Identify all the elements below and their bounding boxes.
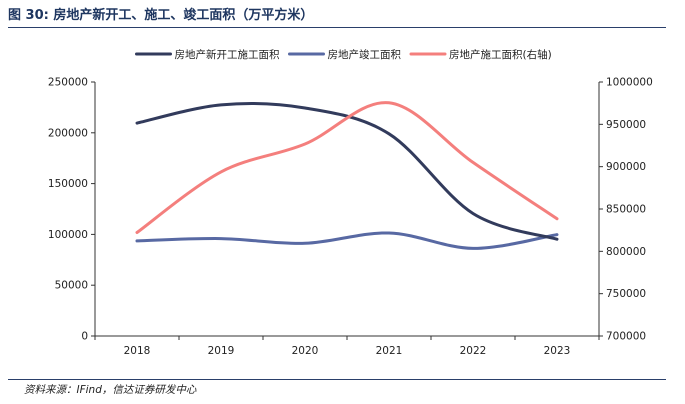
series-1-point xyxy=(472,212,475,215)
series-3-point xyxy=(556,217,559,220)
x-tick-label: 2018 xyxy=(124,345,151,357)
y2-tick-label: 700000 xyxy=(606,331,646,343)
y-tick-label: 150000 xyxy=(48,178,88,190)
series-line-3 xyxy=(135,101,559,234)
x-tick-label: 2019 xyxy=(208,345,235,357)
y2-tick-label: 850000 xyxy=(606,204,646,216)
series-1-point xyxy=(388,132,391,135)
series-1-point xyxy=(304,107,307,110)
y2-tick-label: 1000000 xyxy=(606,77,653,89)
x-tick-label: 2022 xyxy=(460,345,487,357)
series-3-point xyxy=(304,142,307,145)
source-rule xyxy=(8,379,666,380)
series-2-point xyxy=(556,233,559,236)
y-tick-label: 100000 xyxy=(48,229,88,241)
y2-tick-label: 900000 xyxy=(606,161,646,173)
series-1-point xyxy=(220,103,223,106)
series-1-point xyxy=(136,122,139,125)
series-line-1 xyxy=(135,101,559,241)
y2-tick-label: 750000 xyxy=(606,288,646,300)
x-tick-label: 2023 xyxy=(544,345,571,357)
series-3-point xyxy=(472,161,475,164)
source-note: 资料来源：IFind，信达证券研发中心 xyxy=(24,384,197,396)
series-2-point xyxy=(388,231,391,234)
series-2-point xyxy=(136,239,139,242)
x-tick-label: 2020 xyxy=(292,345,319,357)
series-3-point xyxy=(220,170,223,173)
legend-label: 房地产施工面积(右轴) xyxy=(449,48,552,61)
title-rule xyxy=(8,27,666,28)
y2-tick-label: 800000 xyxy=(606,246,646,258)
y2-tick-label: 950000 xyxy=(606,119,646,131)
series-2-point xyxy=(472,247,475,250)
y-tick-label: 250000 xyxy=(48,77,88,89)
x-tick-label: 2021 xyxy=(376,345,403,357)
y-tick-label: 200000 xyxy=(48,127,88,139)
series-1-point xyxy=(556,238,559,241)
figure-title: 图 30: 房地产新开工、施工、竣工面积（万平方米） xyxy=(8,8,314,23)
series-2-point xyxy=(304,242,307,245)
series-line-2 xyxy=(135,231,559,250)
series-2-point xyxy=(220,237,223,240)
series-3-point xyxy=(136,231,139,234)
y-tick-label: 0 xyxy=(81,331,88,343)
series-3-point xyxy=(388,101,391,104)
legend-label: 房地产新开工施工面积 xyxy=(175,48,280,61)
legend-label: 房地产竣工面积 xyxy=(328,48,402,61)
y-tick-label: 50000 xyxy=(55,280,88,292)
